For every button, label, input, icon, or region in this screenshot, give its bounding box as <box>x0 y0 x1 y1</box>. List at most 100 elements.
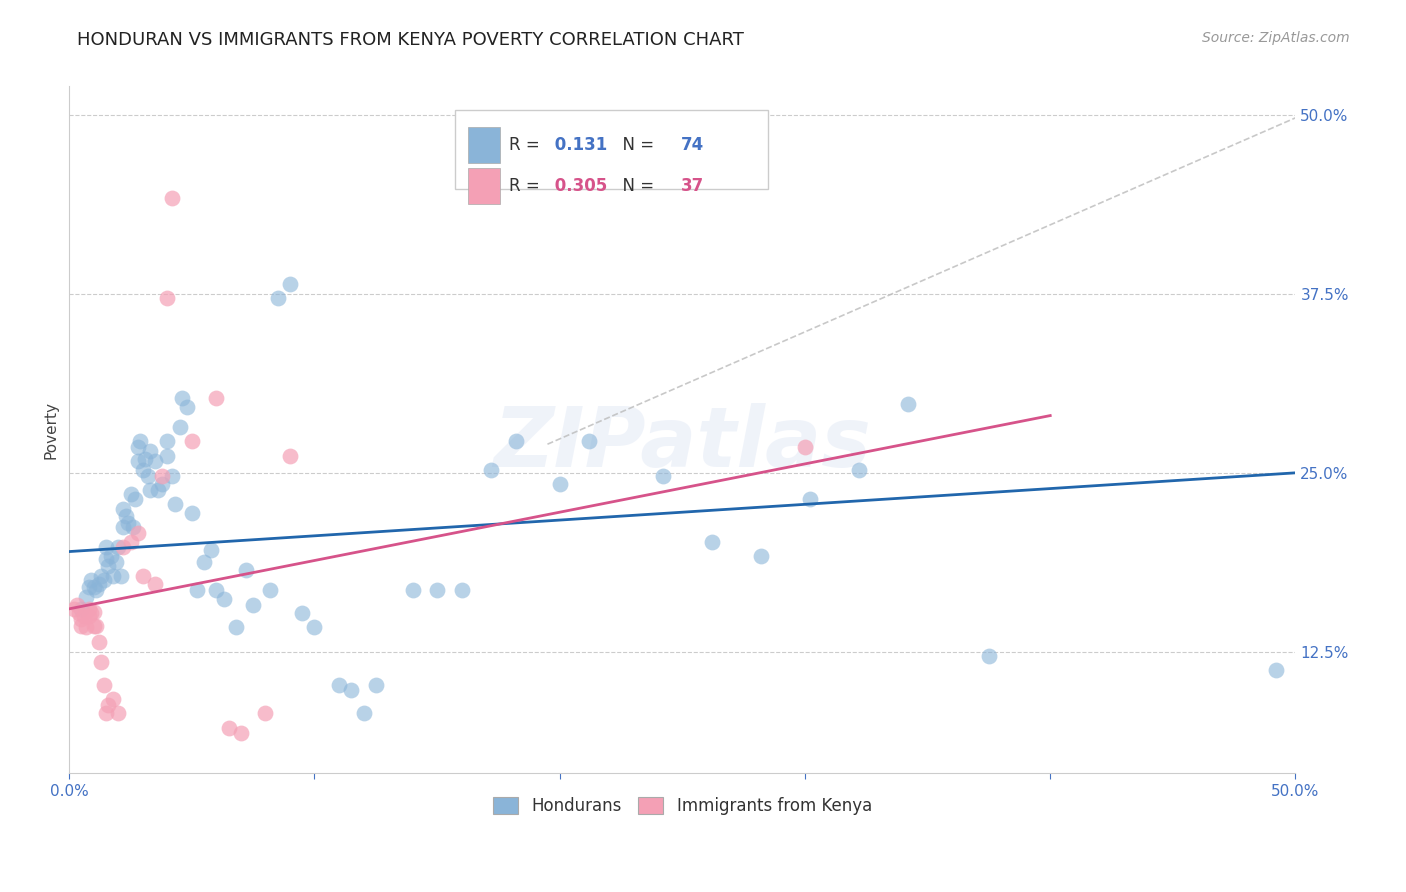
Point <box>139 483 162 497</box>
Point <box>548 477 571 491</box>
Point <box>143 454 166 468</box>
Point <box>87 577 110 591</box>
Point <box>229 726 252 740</box>
Point <box>180 434 202 449</box>
Point <box>700 534 723 549</box>
Point <box>259 583 281 598</box>
Point <box>225 620 247 634</box>
Point <box>84 619 107 633</box>
Point <box>156 434 179 449</box>
Point <box>205 392 228 406</box>
FancyBboxPatch shape <box>468 168 499 204</box>
FancyBboxPatch shape <box>456 111 768 189</box>
Point <box>651 468 673 483</box>
Point <box>107 541 129 555</box>
Point <box>129 434 152 449</box>
Point <box>97 698 120 712</box>
Point <box>120 534 142 549</box>
Point <box>212 591 235 606</box>
Point <box>114 508 136 523</box>
Point <box>132 463 155 477</box>
Point <box>93 573 115 587</box>
Point <box>127 525 149 540</box>
Point <box>122 520 145 534</box>
Point <box>152 468 174 483</box>
Text: 74: 74 <box>681 136 704 153</box>
Point <box>107 706 129 721</box>
Legend: Hondurans, Immigrants from Kenya: Hondurans, Immigrants from Kenya <box>485 789 880 823</box>
Point <box>401 583 423 598</box>
Point <box>160 191 183 205</box>
Y-axis label: Poverty: Poverty <box>44 401 58 458</box>
Point <box>139 444 162 458</box>
Point <box>104 555 127 569</box>
Point <box>749 549 772 563</box>
Point <box>578 434 600 449</box>
Point <box>180 506 202 520</box>
Point <box>505 434 527 449</box>
Point <box>1264 664 1286 678</box>
Point <box>112 541 135 555</box>
Point <box>134 451 156 466</box>
Text: ZIPatlas: ZIPatlas <box>494 403 872 484</box>
Point <box>124 491 146 506</box>
Point <box>328 678 350 692</box>
Point <box>73 609 96 624</box>
Point <box>77 609 100 624</box>
Point <box>169 420 191 434</box>
Point <box>77 580 100 594</box>
Text: N =: N = <box>613 136 659 153</box>
Point <box>70 619 93 633</box>
Point <box>794 440 817 454</box>
Point <box>90 655 112 669</box>
Point <box>156 449 179 463</box>
Point <box>200 543 222 558</box>
Point <box>450 583 472 598</box>
Point <box>267 291 290 305</box>
Point <box>90 569 112 583</box>
Point <box>278 449 301 463</box>
Point <box>112 520 135 534</box>
Point <box>848 463 870 477</box>
Point <box>80 573 103 587</box>
Point <box>84 583 107 598</box>
Point <box>93 678 115 692</box>
Text: 0.305: 0.305 <box>548 177 607 195</box>
Point <box>110 569 132 583</box>
Text: 37: 37 <box>681 177 704 195</box>
Point <box>160 468 183 483</box>
Text: N =: N = <box>613 177 659 195</box>
Point <box>117 516 139 530</box>
Point <box>77 602 100 616</box>
Point <box>63 602 86 616</box>
Point <box>112 501 135 516</box>
Point <box>136 468 159 483</box>
Point <box>977 648 1000 663</box>
Point <box>132 569 155 583</box>
Point <box>80 606 103 620</box>
Point <box>291 606 314 620</box>
Point <box>75 620 97 634</box>
Point <box>254 706 277 721</box>
Text: HONDURAN VS IMMIGRANTS FROM KENYA POVERTY CORRELATION CHART: HONDURAN VS IMMIGRANTS FROM KENYA POVERT… <box>77 31 744 49</box>
Point <box>65 598 87 612</box>
FancyBboxPatch shape <box>468 127 499 162</box>
Point <box>186 583 208 598</box>
Text: Source: ZipAtlas.com: Source: ZipAtlas.com <box>1202 31 1350 45</box>
Point <box>364 678 387 692</box>
Text: R =: R = <box>509 177 546 195</box>
Point <box>193 555 215 569</box>
Point <box>97 558 120 573</box>
Point <box>242 598 264 612</box>
Point <box>163 497 186 511</box>
Point <box>353 706 375 721</box>
Point <box>143 577 166 591</box>
Point <box>103 569 125 583</box>
Point <box>278 277 301 291</box>
Point <box>479 463 502 477</box>
Point <box>152 477 174 491</box>
Point <box>897 397 920 411</box>
Point <box>70 612 93 626</box>
Point <box>170 392 193 406</box>
Point <box>205 583 228 598</box>
